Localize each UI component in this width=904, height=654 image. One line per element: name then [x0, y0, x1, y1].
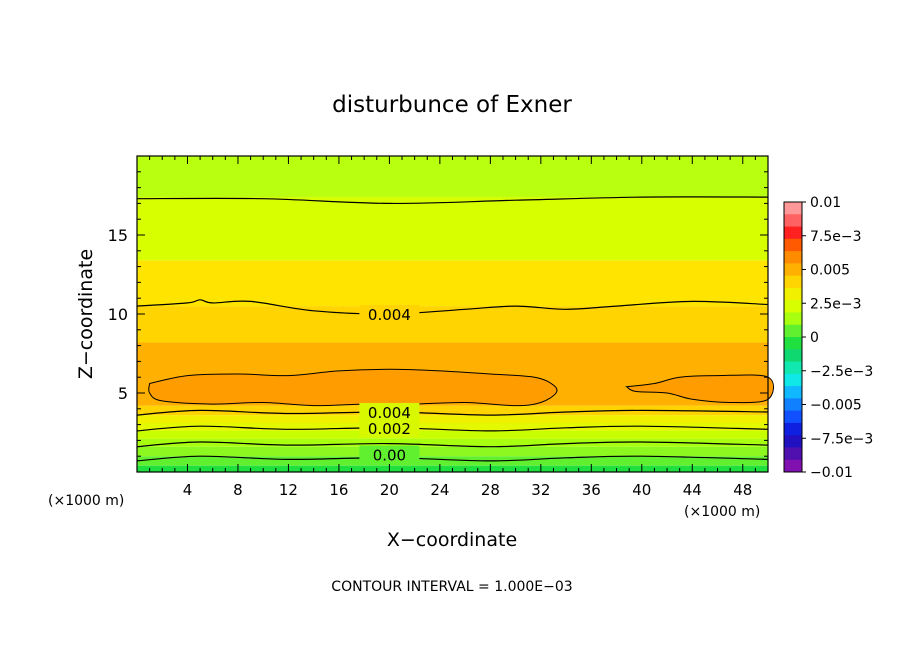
colorbar-cell-18	[784, 422, 802, 436]
colorbar-cell-10	[784, 324, 802, 338]
colorbar-label-6: −0.005	[810, 398, 862, 414]
x-tick-label-28: 28	[481, 481, 500, 499]
contour-line-5	[136, 455, 769, 462]
colorbar-label-5: −2.5e−3	[810, 364, 873, 380]
colorbar-cell-5	[784, 263, 802, 277]
band-12	[137, 156, 768, 198]
x-tick-label-24: 24	[430, 481, 449, 499]
field-fill	[137, 156, 775, 472]
colorbar-cell-21	[784, 459, 802, 473]
colorbar-cell-0	[784, 202, 802, 215]
colorbar-label-8: −0.01	[810, 465, 853, 481]
colorbar-cell-20	[784, 447, 802, 461]
core-region-0	[148, 368, 558, 407]
colorbar-label-0: 0.01	[810, 195, 841, 211]
y-tick-label-15: 15	[108, 226, 128, 245]
band-6	[137, 415, 768, 424]
x-tick-label-4: 4	[183, 481, 193, 499]
contour-label-0: 0.004	[368, 306, 411, 324]
colorbar	[783, 201, 803, 473]
colorbar-cell-19	[784, 435, 802, 448]
contour-line-4	[136, 441, 769, 448]
band-2	[137, 446, 768, 457]
x-axis-label: X−coordinate	[387, 529, 517, 551]
colorbar-label-7: −7.5e−3	[810, 431, 873, 447]
x-tick-label-16: 16	[329, 481, 348, 499]
colorbar-cell-7	[784, 287, 802, 301]
x-unit-label: (×1000 m)	[684, 504, 760, 520]
x-tick-label-12: 12	[279, 481, 298, 499]
band-1	[137, 456, 768, 466]
colorbar-cell-15	[784, 386, 802, 399]
band-11	[137, 197, 768, 261]
x-tick-label-20: 20	[380, 481, 399, 499]
x-tick-label-8: 8	[233, 481, 243, 499]
x-tick-label-40: 40	[632, 481, 651, 499]
contour-label-bg-3	[359, 445, 420, 464]
colorbar-cell-1	[784, 214, 802, 227]
colorbar-cell-14	[784, 373, 802, 387]
contour-label-1: 0.004	[368, 404, 411, 422]
contour-label-bg-2	[359, 418, 420, 437]
colorbar-cell-11	[784, 337, 802, 350]
colorbar-cell-6	[784, 275, 802, 289]
colorbar-label-2: 0.005	[810, 263, 850, 279]
colorbar-label-3: 2.5e−3	[810, 296, 862, 312]
colorbar-cell-12	[784, 349, 802, 362]
band-9	[137, 306, 768, 343]
band-4	[137, 430, 768, 439]
x-tick-label-32: 32	[531, 481, 550, 499]
band-5	[137, 423, 768, 431]
contour-line-3	[136, 425, 769, 432]
band-3	[137, 438, 768, 447]
contour-line-2	[136, 409, 769, 416]
chart-title: disturbunce of Exner	[332, 92, 572, 118]
x-tick-label-44: 44	[683, 481, 702, 499]
y-tick-label-5: 5	[118, 384, 128, 403]
x-tick-label-48: 48	[733, 481, 752, 499]
contour-interval-note: CONTOUR INTERVAL = 1.000E−03	[331, 579, 572, 595]
colorbar-label-1: 7.5e−3	[810, 229, 862, 245]
band-7	[137, 405, 768, 416]
y-tick-label-10: 10	[108, 305, 128, 324]
colorbar-cell-8	[784, 300, 802, 313]
colorbar-cell-2	[784, 226, 802, 240]
colorbar-labels: 0.01 7.5e−3 0.005 2.5e−3 0 −2.5e−3 −0.005 −7.5e…	[802, 195, 873, 481]
contour-line-0	[136, 196, 769, 205]
contour-label-2: 0.002	[368, 420, 411, 438]
colorbar-cell-17	[784, 410, 802, 424]
y-unit-label: (×1000 m)	[48, 493, 124, 509]
y-axis-label: Z−coordinate	[75, 249, 97, 379]
x-tick-label-36: 36	[582, 481, 601, 499]
colorbar-label-4: 0	[810, 330, 819, 346]
contour-label-bg-0	[359, 305, 420, 323]
band-10	[137, 260, 768, 307]
contour-label-3: 0.00	[373, 447, 406, 465]
colorbar-cell-4	[784, 251, 802, 264]
colorbar-cell-3	[784, 238, 802, 252]
contour-label-bg-1	[359, 402, 420, 421]
colorbar-cell-9	[784, 312, 802, 326]
colorbar-cell-13	[784, 361, 802, 375]
colorbar-cell-16	[784, 398, 802, 412]
